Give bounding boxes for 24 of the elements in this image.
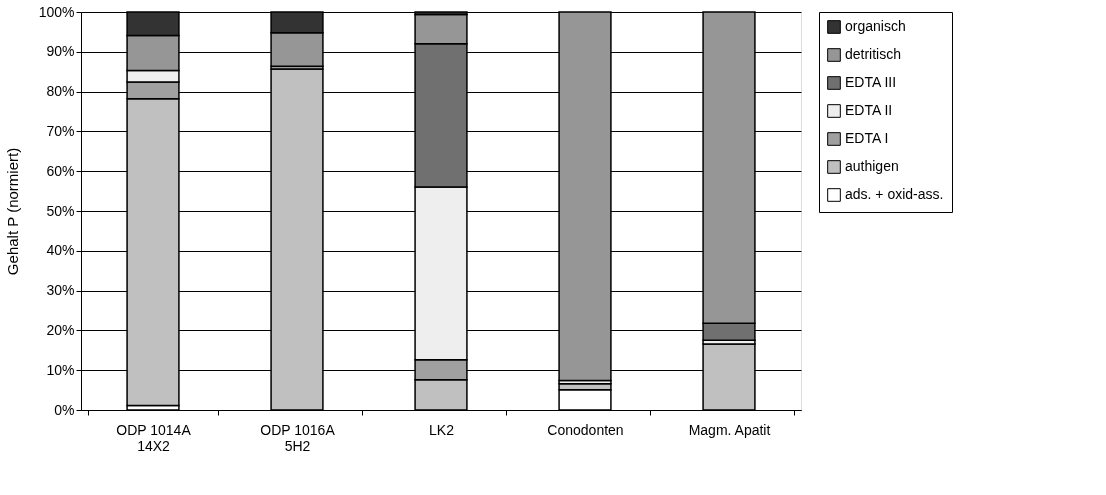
legend-label: EDTA III [845, 74, 897, 90]
legend-label: authigen [845, 158, 899, 174]
y-tick-label: 20% [46, 321, 75, 338]
y-tick-label: 30% [46, 282, 75, 299]
x-tick-label: LK2 [429, 421, 455, 438]
y-tick-label: 100% [38, 3, 75, 20]
x-tick-label: Conodonten [547, 421, 624, 438]
legend-label: organisch [845, 18, 906, 34]
y-tick-label: 80% [46, 83, 75, 100]
y-tick-label: 70% [46, 122, 75, 139]
legend-label: detritisch [845, 46, 902, 62]
legend-label: EDTA II [845, 102, 893, 118]
y-tick-label: 10% [46, 361, 75, 378]
x-tick-label: ODP 1016A 5H2 [260, 421, 336, 454]
y-tick-label: 50% [46, 202, 75, 219]
y-tick-label: 90% [46, 43, 75, 60]
y-tick-label: 40% [46, 242, 75, 259]
y-axis-title: Gehalt P (normiert) [3, 147, 21, 276]
legend-label: EDTA I [845, 130, 889, 146]
legend-label: ads. + oxid-ass. [845, 186, 944, 202]
x-tick-label: Magm. Apatit [688, 421, 771, 438]
y-tick-label: 60% [46, 162, 75, 179]
y-tick-label: 0% [54, 401, 75, 418]
x-tick-label: ODP 1014A 14X2 [116, 421, 192, 454]
